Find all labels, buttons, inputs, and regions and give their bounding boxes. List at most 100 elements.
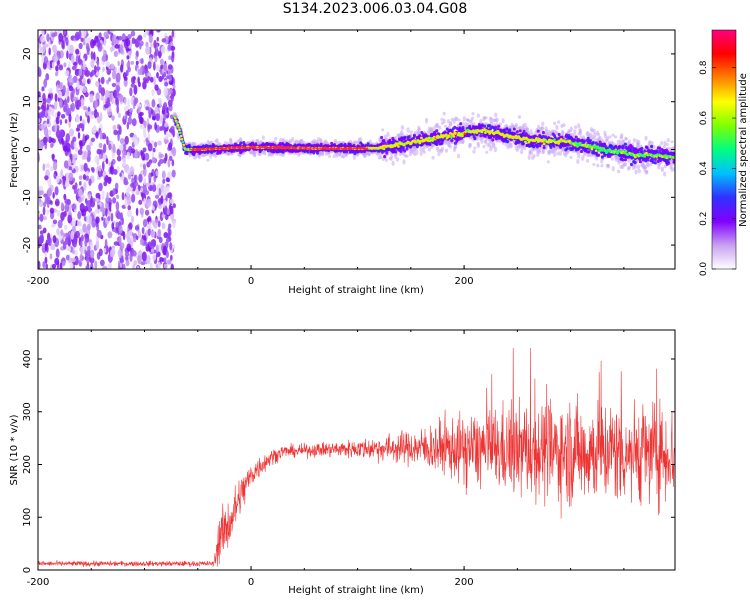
noise-blob [91, 126, 97, 134]
trace-halo [634, 169, 638, 175]
noise-blob [115, 72, 121, 83]
noise-blob [105, 61, 111, 68]
trace-halo [461, 139, 465, 144]
trace-halo [443, 124, 447, 128]
noise-blob [95, 216, 100, 224]
trace-halo [359, 137, 363, 141]
noise-blob [163, 263, 168, 269]
noise-blob [158, 153, 164, 158]
noise-blob [49, 166, 54, 172]
noise-blob [54, 93, 58, 102]
noise-blob [127, 33, 132, 40]
noise-blob [71, 217, 76, 227]
trace-halo [637, 168, 641, 174]
trace-halo [391, 160, 395, 166]
noise-blob [73, 141, 77, 149]
trace-halo [262, 151, 266, 155]
noise-blob [127, 66, 131, 73]
trace-band [505, 127, 509, 131]
trace-band [380, 135, 384, 140]
noise-blob [130, 215, 135, 224]
trace-band [428, 142, 432, 147]
trace-halo [417, 127, 421, 132]
noise-blob [49, 253, 53, 260]
trace-band [491, 126, 495, 130]
noise-blob [163, 71, 167, 78]
noise-blob [144, 120, 147, 129]
noise-blob [133, 98, 137, 107]
noise-blob [154, 84, 159, 91]
trace-halo [632, 137, 636, 143]
noise-blob [61, 137, 64, 145]
noise-blob [156, 36, 159, 42]
trace-halo [558, 150, 563, 156]
trace-halo [646, 162, 650, 168]
noise-blob [154, 122, 157, 131]
noise-blob [165, 239, 169, 248]
noise-blob [151, 99, 156, 108]
noise-blob [81, 30, 87, 38]
noise-blob [118, 125, 122, 135]
trace-halo [660, 140, 664, 146]
noise-blob [88, 215, 93, 225]
noise-blob [168, 132, 172, 138]
noise-blob [57, 111, 61, 117]
noise-blob [110, 212, 114, 222]
noise-blob [172, 203, 177, 209]
noise-blob [106, 136, 109, 146]
noise-blob [83, 106, 88, 111]
noise-blob [109, 93, 113, 102]
noise-blob [46, 103, 50, 111]
noise-blob [130, 76, 136, 84]
trace-band [524, 133, 528, 137]
noise-blob [143, 177, 147, 186]
trace-halo [641, 161, 645, 167]
noise-blob [43, 127, 49, 137]
noise-blob [56, 209, 61, 217]
noise-blob [54, 198, 60, 207]
noise-blob [156, 30, 161, 33]
noise-blob [111, 82, 117, 88]
trace-halo [670, 140, 674, 144]
noise-blob [77, 132, 81, 139]
noise-blob [151, 89, 155, 97]
noise-blob [133, 139, 139, 146]
trace-halo [666, 138, 670, 143]
noise-blob [48, 88, 53, 94]
noise-blob [70, 104, 73, 111]
noise-blob [49, 207, 55, 214]
noise-blob [154, 55, 158, 63]
noise-blob [48, 237, 52, 247]
trace-band [383, 141, 387, 145]
noise-blob [75, 115, 80, 124]
noise-blob [68, 166, 73, 171]
noise-blob [135, 207, 139, 217]
noise-blob [79, 115, 83, 122]
noise-blob [87, 115, 90, 124]
trace-halo [608, 135, 612, 139]
trace-halo [193, 142, 197, 146]
noise-blob [98, 153, 102, 160]
noise-blob [109, 30, 115, 33]
noise-blob [63, 160, 70, 169]
noise-blob [118, 94, 124, 103]
trace-band [201, 144, 205, 148]
noise-blob [77, 149, 83, 156]
trace-band [418, 134, 422, 138]
noise-blob [161, 257, 165, 263]
noise-blob [95, 111, 100, 118]
noise-blob [118, 225, 123, 234]
trace-halo [665, 143, 669, 146]
trace-halo [589, 153, 594, 158]
noise-blob [53, 55, 59, 62]
noise-blob [63, 224, 68, 231]
noise-blob [151, 116, 157, 121]
noise-blob [129, 166, 135, 176]
noise-blob [141, 184, 148, 194]
trace-band [376, 143, 380, 147]
noise-blob [119, 242, 125, 250]
trace-halo [210, 140, 214, 144]
noise-blob [139, 238, 144, 246]
noise-blob [149, 185, 153, 192]
noise-blob [59, 98, 63, 109]
